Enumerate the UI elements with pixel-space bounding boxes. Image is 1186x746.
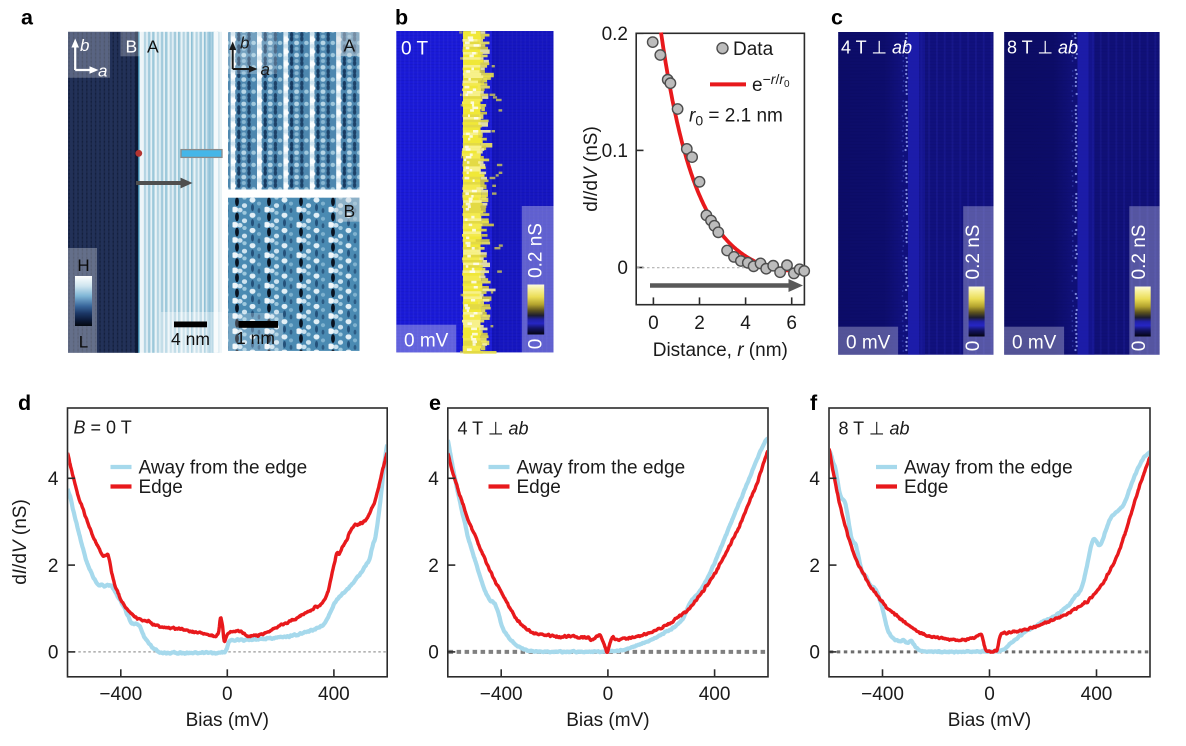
svg-text:H: H: [77, 256, 89, 275]
svg-text:0: 0: [222, 684, 233, 705]
svg-text:f: f: [810, 391, 818, 415]
svg-text:Data: Data: [733, 39, 774, 60]
svg-text:c: c: [831, 6, 843, 30]
svg-text:L: L: [79, 333, 88, 352]
svg-text:a: a: [98, 62, 107, 81]
svg-text:B: B: [344, 201, 356, 221]
svg-text:B = 0 T: B = 0 T: [74, 418, 132, 438]
svg-text:0.2 nS: 0.2 nS: [526, 223, 547, 278]
svg-text:0: 0: [984, 684, 995, 705]
svg-text:dI/dV (nS): dI/dV (nS): [10, 499, 31, 585]
svg-text:2: 2: [694, 313, 705, 334]
svg-text:0: 0: [428, 643, 439, 664]
svg-text:Away from the edge: Away from the edge: [139, 458, 308, 479]
svg-text:dI/dV (nS): dI/dV (nS): [581, 126, 602, 212]
svg-text:−400: −400: [480, 684, 523, 705]
svg-text:1 nm: 1 nm: [236, 328, 275, 348]
svg-text:e−r/r0: e−r/r0: [752, 71, 790, 96]
svg-text:0 T: 0 T: [401, 39, 429, 60]
svg-text:Bias (mV): Bias (mV): [566, 710, 649, 731]
svg-text:8 T ⊥ ab: 8 T ⊥ ab: [839, 419, 910, 439]
svg-text:0: 0: [1129, 341, 1150, 352]
svg-text:Distance, r (nm): Distance, r (nm): [653, 340, 788, 361]
svg-text:4: 4: [809, 469, 820, 490]
svg-text:b: b: [240, 34, 249, 53]
svg-text:2: 2: [809, 556, 820, 577]
svg-text:0: 0: [526, 339, 547, 350]
svg-text:A: A: [344, 36, 356, 56]
svg-text:0.2 nS: 0.2 nS: [963, 225, 984, 280]
svg-text:Away from the edge: Away from the edge: [517, 458, 686, 479]
svg-text:4: 4: [740, 313, 751, 334]
svg-text:0 mV: 0 mV: [846, 333, 891, 354]
svg-text:b: b: [80, 36, 89, 55]
svg-text:2: 2: [48, 556, 59, 577]
svg-text:−400: −400: [861, 684, 904, 705]
svg-text:Bias (mV): Bias (mV): [948, 710, 1031, 731]
svg-text:4: 4: [48, 469, 59, 490]
svg-text:0: 0: [809, 643, 820, 664]
svg-text:400: 400: [699, 684, 731, 705]
svg-text:0: 0: [648, 313, 659, 334]
svg-text:Edge: Edge: [139, 477, 183, 498]
svg-text:b: b: [395, 6, 408, 30]
svg-text:2: 2: [428, 556, 439, 577]
svg-text:0.2: 0.2: [602, 24, 628, 45]
svg-text:0 mV: 0 mV: [1012, 333, 1057, 354]
svg-text:Away from the edge: Away from the edge: [904, 458, 1073, 479]
svg-text:0 mV: 0 mV: [404, 331, 449, 352]
svg-text:4 T ⊥ ab: 4 T ⊥ ab: [458, 419, 529, 439]
svg-text:Bias (mV): Bias (mV): [186, 710, 269, 731]
svg-text:A: A: [147, 37, 159, 57]
svg-text:0.1: 0.1: [602, 141, 628, 162]
svg-text:r0 = 2.1 nm: r0 = 2.1 nm: [689, 106, 783, 129]
svg-text:0: 0: [617, 258, 628, 279]
svg-text:0.2 nS: 0.2 nS: [1129, 225, 1150, 280]
svg-text:d: d: [18, 391, 31, 415]
svg-text:4: 4: [428, 469, 439, 490]
svg-text:B: B: [126, 37, 138, 57]
svg-text:a: a: [21, 6, 34, 30]
svg-text:Edge: Edge: [904, 477, 948, 498]
svg-text:e: e: [429, 391, 441, 415]
svg-text:8 T ⊥ ab: 8 T ⊥ ab: [1007, 38, 1078, 58]
svg-text:4 T ⊥ ab: 4 T ⊥ ab: [841, 38, 912, 58]
svg-text:4 nm: 4 nm: [171, 329, 210, 349]
svg-text:0: 0: [963, 341, 984, 352]
svg-text:400: 400: [1081, 684, 1113, 705]
svg-text:a: a: [261, 60, 270, 79]
svg-text:6: 6: [786, 313, 797, 334]
svg-text:0: 0: [603, 684, 614, 705]
svg-text:0: 0: [48, 643, 59, 664]
svg-text:Edge: Edge: [517, 477, 561, 498]
svg-text:400: 400: [318, 684, 350, 705]
svg-text:−400: −400: [99, 684, 142, 705]
